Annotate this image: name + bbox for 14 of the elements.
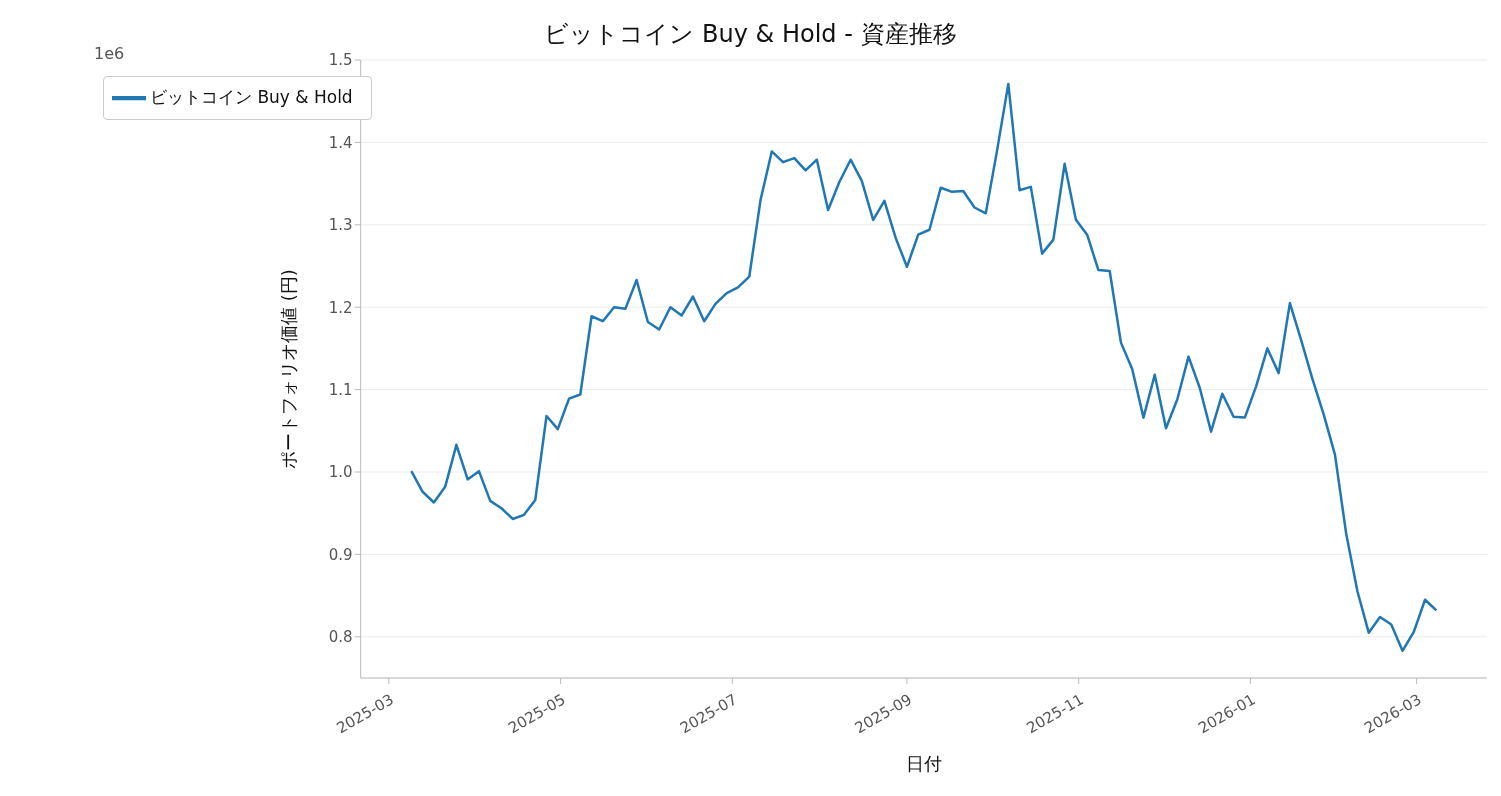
y-tick-label: 0.8 (328, 628, 353, 647)
y-tick-label: 1.1 (328, 380, 353, 399)
chart-title: ビットコイン Buy & Hold - 資産推移 (544, 20, 957, 48)
y-tick-label: 1.2 (328, 298, 353, 317)
text: 1e6 (94, 44, 125, 63)
legend-label: ビットコイン Buy & Hold (150, 87, 353, 107)
x-axis-title: 日付 (905, 753, 942, 774)
y-tick-label: 1.0 (328, 463, 353, 482)
y-tick-label: 0.9 (328, 545, 353, 564)
y-tick-label: 1.4 (328, 133, 353, 152)
y-axis-title: ポートフォリオ価値 (円) (278, 269, 300, 469)
y-tick-label: 1.3 (328, 216, 353, 235)
line-series (410, 82, 1438, 653)
y-tick-label: 1.5 (328, 51, 353, 70)
